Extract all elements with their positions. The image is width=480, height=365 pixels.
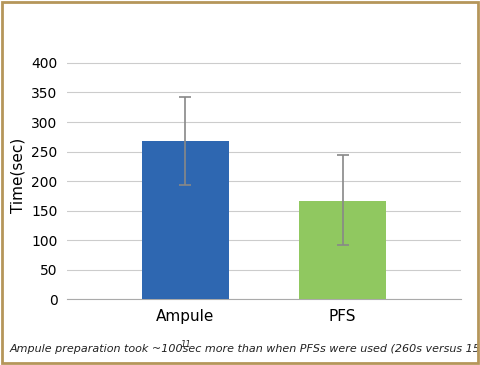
Text: Ampule preparation took ~100sec more than when PFSs were used (260s versus 157s): Ampule preparation took ~100sec more tha… — [10, 344, 480, 354]
Bar — [142, 141, 228, 299]
Bar — [300, 201, 386, 299]
Text: F I G U R E  3: F I G U R E 3 — [175, 13, 305, 31]
Text: 11: 11 — [180, 339, 192, 349]
Y-axis label: Time(sec): Time(sec) — [11, 138, 25, 213]
